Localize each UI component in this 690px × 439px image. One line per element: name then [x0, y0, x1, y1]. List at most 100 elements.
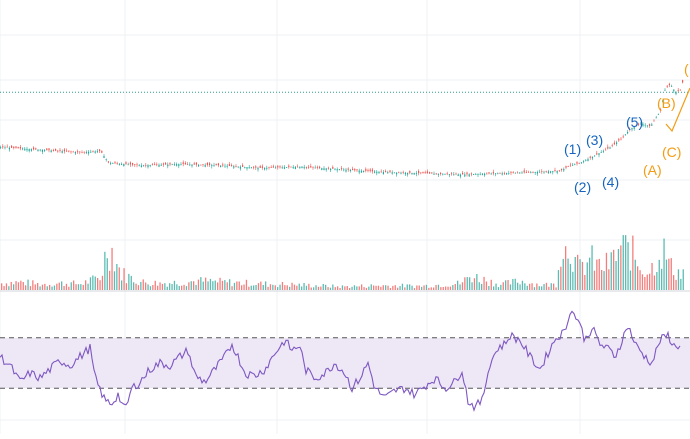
candle-body: [134, 164, 135, 165]
volume-bar: [366, 288, 367, 290]
price-candle: [504, 172, 505, 175]
price-candle: [568, 166, 569, 167]
candle-body: [429, 172, 430, 173]
candle-body: [420, 172, 421, 173]
price-candle: [438, 173, 439, 177]
candle-body: [51, 150, 52, 152]
candle-body: [235, 166, 236, 167]
price-candle: [623, 135, 624, 139]
volume-bar: [507, 280, 508, 290]
price-candle: [618, 138, 619, 142]
volume-bar: [663, 239, 664, 291]
price-candle: [99, 149, 100, 153]
volume-bar: [399, 286, 400, 290]
candle-body: [334, 169, 335, 170]
price-candle: [645, 123, 646, 128]
volume-bar: [195, 285, 196, 290]
price-candle: [321, 168, 322, 170]
price-candle: [365, 167, 366, 172]
candle-body: [163, 164, 164, 165]
price-candle: [31, 148, 32, 151]
price-candle: [15, 146, 16, 148]
price-candle: [398, 172, 399, 174]
volume-bar: [548, 287, 549, 290]
volume-bar: [467, 277, 468, 290]
price-candle: [150, 165, 151, 168]
wave-label-5: (5): [626, 114, 643, 130]
price-candle: [480, 172, 481, 175]
volume-bar: [107, 258, 108, 290]
candle-body: [189, 164, 190, 165]
price-candle: [319, 166, 320, 169]
candle-body: [442, 174, 443, 175]
price-candle: [374, 170, 375, 173]
price-candle: [53, 149, 54, 152]
volume-bar: [270, 284, 271, 290]
volume-bar: [83, 285, 84, 290]
volume-bar: [243, 285, 244, 291]
volume-bar: [414, 288, 415, 290]
rsi-band: [0, 338, 690, 388]
candle-body: [103, 156, 104, 158]
volume-bar: [500, 285, 501, 290]
price-candle: [592, 157, 593, 161]
volume-bar: [385, 285, 386, 290]
candle-body: [2, 146, 3, 147]
candle-body: [389, 171, 390, 173]
price-candle: [233, 165, 234, 169]
candle-body: [605, 150, 606, 151]
volume-bar: [296, 286, 297, 290]
volume-bar: [344, 286, 345, 290]
candle-body: [614, 143, 615, 145]
candle-body: [596, 153, 597, 154]
price-candle: [583, 160, 584, 163]
candle-body: [152, 164, 153, 165]
candle-body: [271, 167, 272, 168]
price-candle: [44, 149, 45, 152]
candle-body: [616, 142, 617, 144]
price-candle: [130, 161, 131, 166]
volume-bar: [635, 260, 636, 290]
price-candle: [458, 173, 459, 176]
price-candle: [42, 149, 43, 154]
candle-body: [308, 167, 309, 168]
volume-bar: [183, 285, 184, 290]
volume-bar: [671, 258, 672, 290]
candle-body: [330, 169, 331, 171]
price-candle: [288, 164, 289, 168]
volume-bar: [320, 287, 321, 290]
price-candle: [213, 163, 214, 167]
candle-body: [167, 165, 168, 167]
volume-bar: [423, 285, 424, 290]
price-candle: [103, 154, 104, 158]
candle-body: [266, 168, 267, 169]
price-candle: [519, 172, 520, 174]
candle-body: [590, 157, 591, 158]
candle-body: [158, 165, 159, 167]
candle-body: [290, 167, 291, 168]
price-candle: [88, 150, 89, 156]
candle-body: [64, 150, 65, 152]
price-candle: [249, 165, 250, 169]
price-candle: [524, 168, 525, 173]
volume-bar: [181, 286, 182, 290]
volume-bar: [407, 284, 408, 290]
price-candle: [59, 148, 60, 153]
price-candle: [297, 164, 298, 167]
price-candle: [508, 171, 509, 175]
candle-body: [528, 172, 529, 173]
candle-body: [293, 167, 294, 168]
candle-body: [414, 173, 415, 175]
price-candle: [220, 165, 221, 167]
volume-bar: [390, 288, 391, 290]
candle-body: [396, 172, 397, 174]
volume-bar: [147, 284, 148, 290]
volume-bar: [479, 282, 480, 290]
volume-bar: [570, 264, 571, 290]
candle-body: [79, 152, 80, 153]
price-candle: [356, 169, 357, 172]
candle-body: [337, 169, 338, 170]
volume-bar: [575, 257, 576, 290]
